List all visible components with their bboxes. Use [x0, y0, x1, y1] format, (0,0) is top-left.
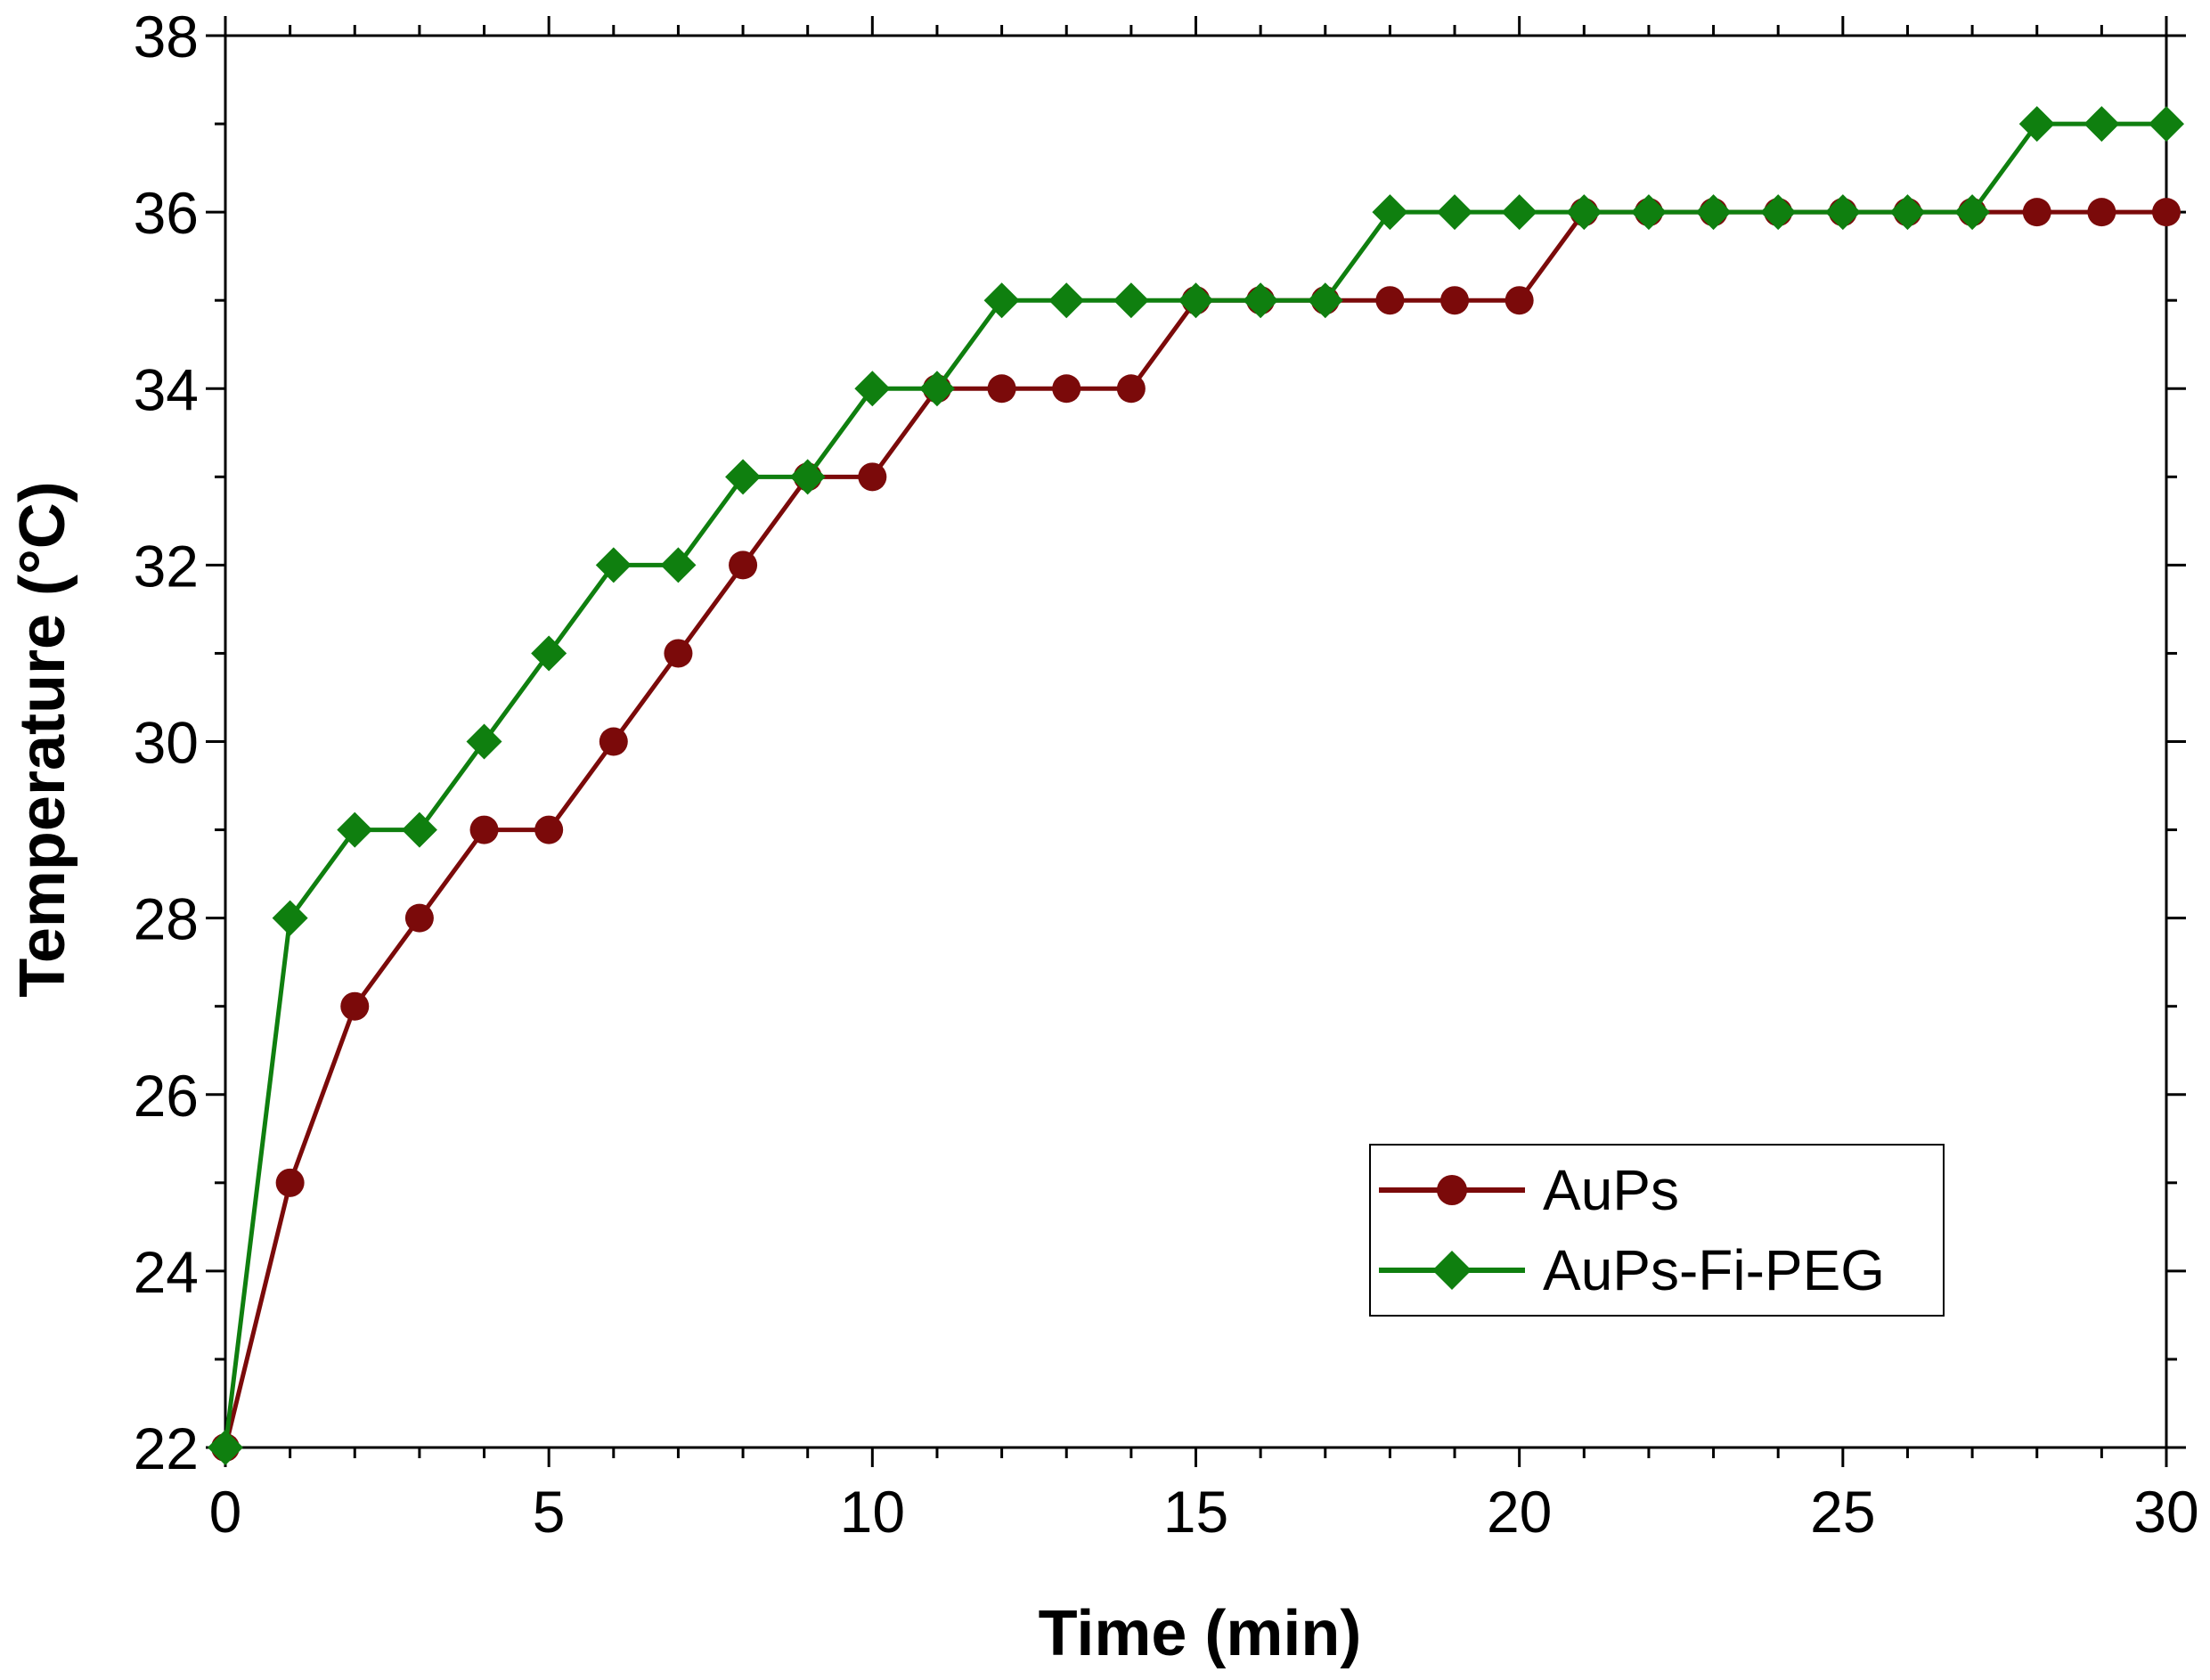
data-point-aups-fi-peg	[918, 371, 955, 407]
data-point-aups-fi-peg	[1372, 194, 1408, 231]
data-point-aups	[664, 639, 693, 668]
data-point-aups	[2152, 198, 2181, 227]
legend-label-aups: AuPs	[1543, 1158, 1679, 1222]
y-tick-label: 22	[134, 1415, 199, 1481]
data-point-aups	[275, 1168, 305, 1197]
data-point-aups	[404, 903, 434, 933]
x-tick-label: 0	[209, 1479, 242, 1545]
data-point-aups-fi-peg	[1243, 282, 1279, 319]
y-tick-label: 30	[134, 710, 199, 776]
legend-label-aups-fi-peg: AuPs-Fi-PEG	[1543, 1238, 1885, 1302]
data-point-aups-fi-peg	[401, 811, 437, 848]
data-point-aups-fi-peg	[1630, 194, 1667, 231]
y-tick-label: 32	[134, 533, 199, 599]
y-tick-label: 26	[134, 1063, 199, 1129]
series-group	[208, 106, 2184, 1465]
legend-box	[1369, 1144, 1945, 1317]
data-point-aups	[1505, 286, 1534, 315]
data-point-aups	[729, 550, 758, 580]
data-point-aups-fi-peg	[854, 371, 891, 407]
y-tick-label: 28	[134, 886, 199, 952]
data-point-aups-fi-peg	[1954, 194, 1991, 231]
legend-marker-aups-fi-peg	[1432, 1251, 1472, 1290]
x-tick-label: 25	[1810, 1479, 1875, 1545]
data-point-aups-fi-peg	[2149, 106, 2184, 143]
x-tick-label: 10	[840, 1479, 905, 1545]
y-tick-label: 36	[134, 180, 199, 246]
legend-marker-aups	[1437, 1175, 1467, 1205]
data-point-aups	[599, 727, 628, 756]
data-point-aups	[340, 991, 370, 1021]
y-tick-label: 34	[134, 356, 199, 422]
series-aups-fi-peg	[208, 106, 2184, 1465]
data-point-aups-fi-peg	[1889, 194, 1926, 231]
data-point-aups	[1052, 374, 1081, 404]
data-point-aups-fi-peg	[1695, 194, 1732, 231]
data-point-aups	[534, 815, 564, 844]
data-point-aups-fi-peg	[1824, 194, 1861, 231]
data-point-aups-fi-peg	[660, 547, 697, 583]
data-point-aups-fi-peg	[1760, 194, 1797, 231]
data-point-aups	[469, 815, 499, 844]
data-point-aups-fi-peg	[1178, 282, 1214, 319]
data-point-aups-fi-peg	[983, 282, 1020, 319]
data-point-aups-fi-peg	[2018, 106, 2055, 143]
data-point-aups-fi-peg	[272, 900, 308, 936]
data-point-aups	[1116, 374, 1146, 404]
data-point-aups-fi-peg	[595, 547, 632, 583]
data-point-aups-fi-peg	[1501, 194, 1537, 231]
x-axis-title: Time (min)	[1039, 1598, 1362, 1669]
data-point-aups	[2022, 198, 2051, 227]
data-point-aups-fi-peg	[1307, 282, 1343, 319]
y-tick-label: 24	[134, 1239, 199, 1305]
y-tick-label: 38	[134, 4, 199, 69]
data-point-aups-fi-peg	[337, 811, 373, 848]
data-point-aups-fi-peg	[725, 459, 762, 495]
data-point-aups	[858, 462, 887, 492]
axis-ticks: 0 5 10 15 20 25 30 22 24 26 28 30 32 34 36 38	[134, 4, 2199, 1545]
data-point-aups	[1440, 286, 1470, 315]
data-point-aups-fi-peg	[789, 459, 826, 495]
data-point-aups-fi-peg	[1437, 194, 1473, 231]
data-point-aups	[987, 374, 1016, 404]
x-tick-label: 15	[1163, 1479, 1228, 1545]
data-point-aups-fi-peg	[1048, 282, 1085, 319]
data-point-aups	[1375, 286, 1405, 315]
data-point-aups-fi-peg	[466, 723, 502, 760]
data-point-aups	[2087, 198, 2116, 227]
legend: AuPs AuPs-Fi-PEG	[1369, 1144, 1945, 1317]
data-point-aups-fi-peg	[1113, 282, 1149, 319]
x-tick-label: 20	[1487, 1479, 1552, 1545]
data-point-aups-fi-peg	[208, 1430, 243, 1465]
data-point-aups-fi-peg	[2084, 106, 2120, 143]
y-axis-title: Temperature (°C)	[7, 481, 78, 998]
x-tick-label: 30	[2133, 1479, 2198, 1545]
x-tick-label: 5	[533, 1479, 566, 1545]
data-point-aups-fi-peg	[1566, 194, 1602, 231]
data-point-aups-fi-peg	[531, 635, 567, 672]
